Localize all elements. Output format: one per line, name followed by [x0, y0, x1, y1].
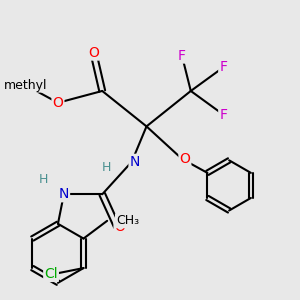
Text: methyl: methyl [4, 79, 47, 92]
Text: CH₃: CH₃ [116, 214, 139, 227]
Text: O: O [179, 152, 190, 166]
Text: H: H [102, 161, 111, 174]
Text: O: O [52, 96, 63, 110]
Text: H: H [38, 173, 48, 186]
Text: F: F [219, 60, 227, 74]
Text: F: F [178, 49, 186, 62]
Text: Cl: Cl [44, 267, 58, 281]
Text: N: N [130, 155, 140, 169]
Text: O: O [88, 46, 99, 60]
Text: O: O [115, 220, 125, 234]
Text: F: F [219, 108, 227, 122]
Text: N: N [59, 187, 69, 201]
